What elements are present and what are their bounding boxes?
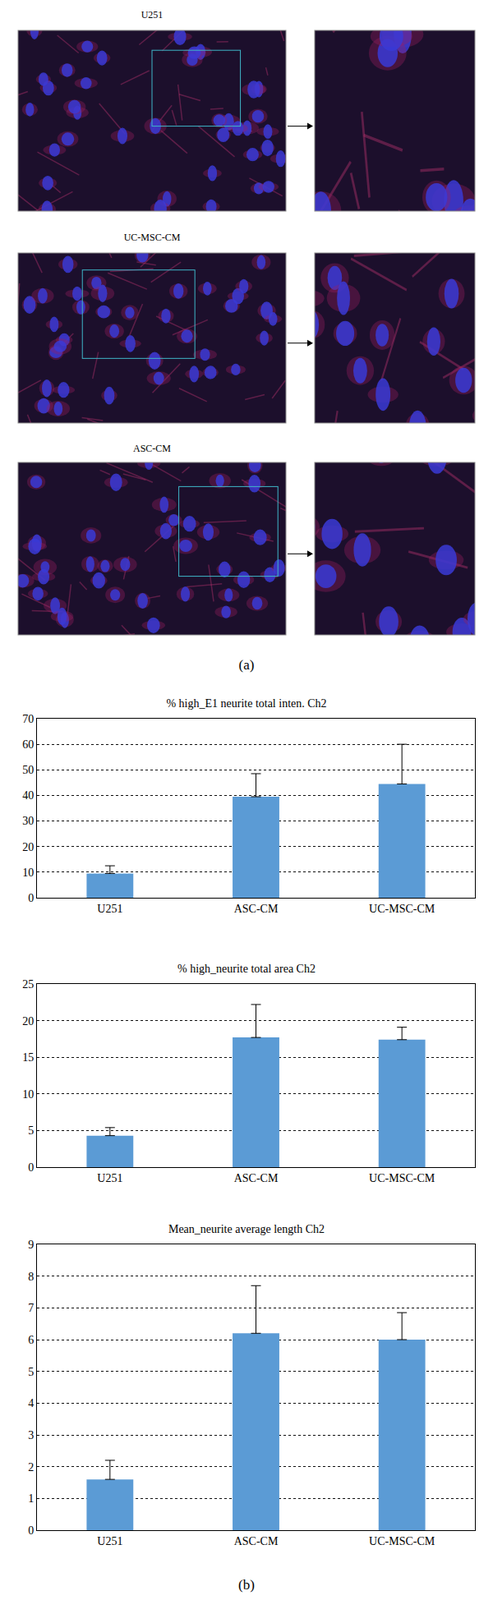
svg-text:20: 20 (22, 841, 34, 854)
svg-text:5: 5 (27, 1366, 34, 1379)
svg-text:10: 10 (22, 1088, 34, 1102)
svg-text:ASC-CM: ASC-CM (234, 903, 279, 916)
html-text:(b): (b) (238, 1577, 255, 1594)
svg-text:ASC-CM: ASC-CM (133, 442, 171, 455)
svg-text:0: 0 (27, 1525, 34, 1538)
svg-text:7: 7 (27, 1302, 34, 1315)
svg-text:30: 30 (22, 815, 34, 828)
svg-text:UC-MSC-CM: UC-MSC-CM (368, 1172, 436, 1185)
svg-text:U251: U251 (96, 1535, 123, 1549)
html-text:(a): (a) (238, 657, 255, 673)
svg-text:50: 50 (22, 764, 34, 777)
svg-text:U251: U251 (96, 1172, 123, 1185)
svg-text:1: 1 (27, 1492, 34, 1506)
svg-text:9: 9 (27, 1239, 34, 1252)
svg-text:% high_E1 neurite total inten.: % high_E1 neurite total inten. Ch2 (165, 697, 327, 710)
svg-text:UC-MSC-CM: UC-MSC-CM (124, 231, 181, 244)
svg-text:UC-MSC-CM: UC-MSC-CM (368, 903, 436, 916)
svg-text:60: 60 (22, 738, 34, 752)
svg-text:4: 4 (27, 1397, 34, 1410)
svg-text:U251: U251 (96, 903, 123, 916)
svg-text:ASC-CM: ASC-CM (234, 1535, 279, 1549)
svg-text:ASC-CM: ASC-CM (234, 1172, 279, 1185)
svg-text:UC-MSC-CM: UC-MSC-CM (368, 1535, 436, 1549)
svg-text:% high_neurite total area Ch2: % high_neurite total area Ch2 (177, 962, 316, 976)
svg-text:15: 15 (22, 1051, 34, 1065)
svg-text:10: 10 (22, 866, 34, 880)
svg-text:25: 25 (22, 978, 34, 991)
svg-text:20: 20 (22, 1015, 34, 1028)
svg-text:8: 8 (27, 1271, 34, 1284)
svg-text:0: 0 (27, 892, 34, 905)
svg-text:40: 40 (22, 789, 34, 802)
svg-text:6: 6 (27, 1334, 34, 1347)
svg-text:U251: U251 (141, 9, 164, 21)
svg-text:3: 3 (27, 1429, 34, 1443)
svg-text:70: 70 (22, 713, 34, 726)
svg-text:Mean_neurite average length Ch: Mean_neurite average length Ch2 (168, 1223, 325, 1236)
svg-text:2: 2 (27, 1461, 34, 1475)
svg-text:0: 0 (27, 1161, 34, 1175)
svg-text:5: 5 (27, 1124, 34, 1138)
